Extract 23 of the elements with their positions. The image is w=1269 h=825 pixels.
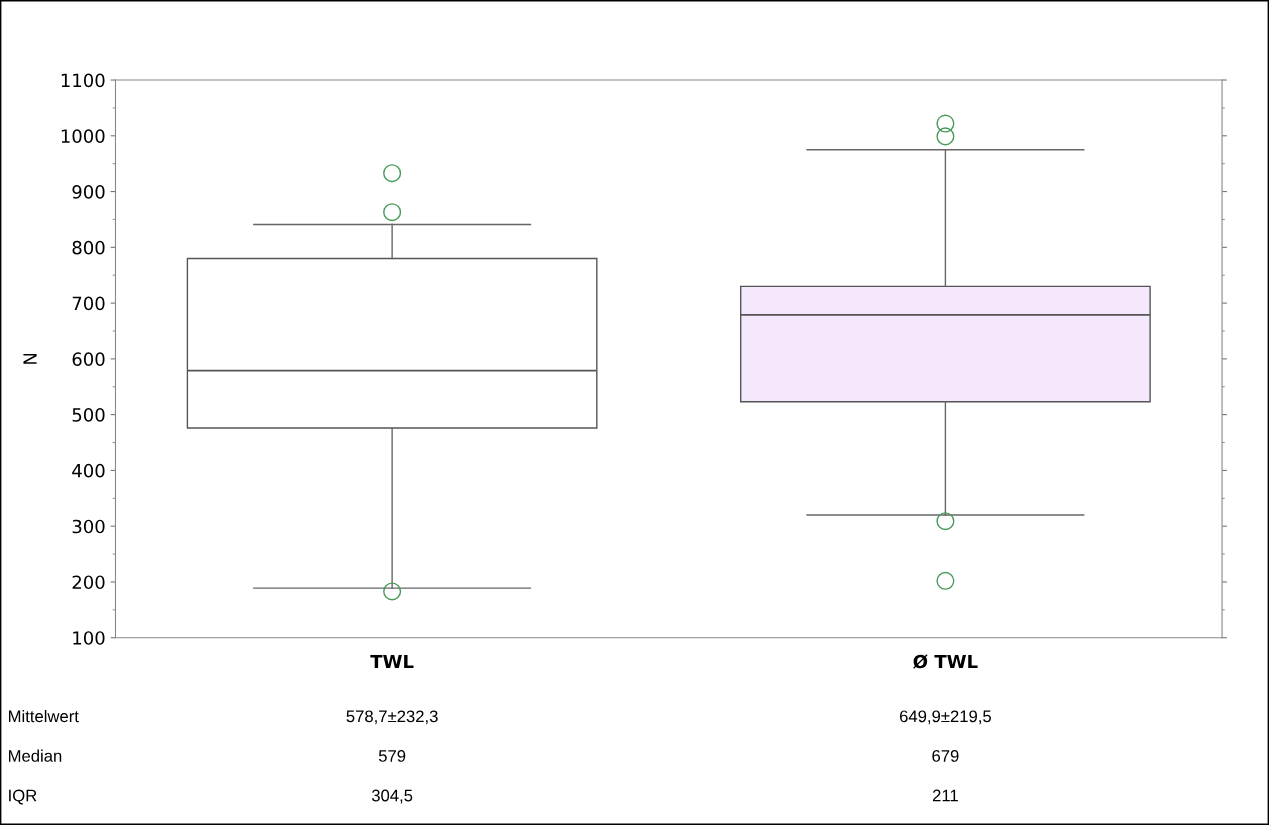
y-tick-label: 900 [72,185,105,199]
y-tick-label: 600 [72,352,105,366]
y-tick-label: 400 [72,463,105,478]
text: 649,9±219,5 [899,710,991,725]
text: 304,5 [371,789,413,804]
text: 679 [932,750,959,762]
text: IQR [9,789,37,805]
y-axis-title: N [23,353,37,364]
y-tick-label: 800 [72,240,105,255]
y-tick-label: 1100 [61,73,105,88]
x-tick-label: Ø TWL [913,654,978,669]
text: 579 [378,750,406,762]
text: 578,7±232,3 [346,710,438,725]
text: Median [8,749,62,762]
x-tick-label: TWL [370,654,414,669]
text: 211 [932,789,958,802]
y-tick-label: 500 [72,408,105,422]
y-tick-label: 1000 [61,129,105,143]
y-tick-label: 200 [72,575,105,590]
y-tick-label: 700 [72,296,105,311]
y-tick-label: 300 [72,519,105,534]
y-tick-label: 100 [73,631,105,645]
text: Mittelwert [8,709,79,723]
